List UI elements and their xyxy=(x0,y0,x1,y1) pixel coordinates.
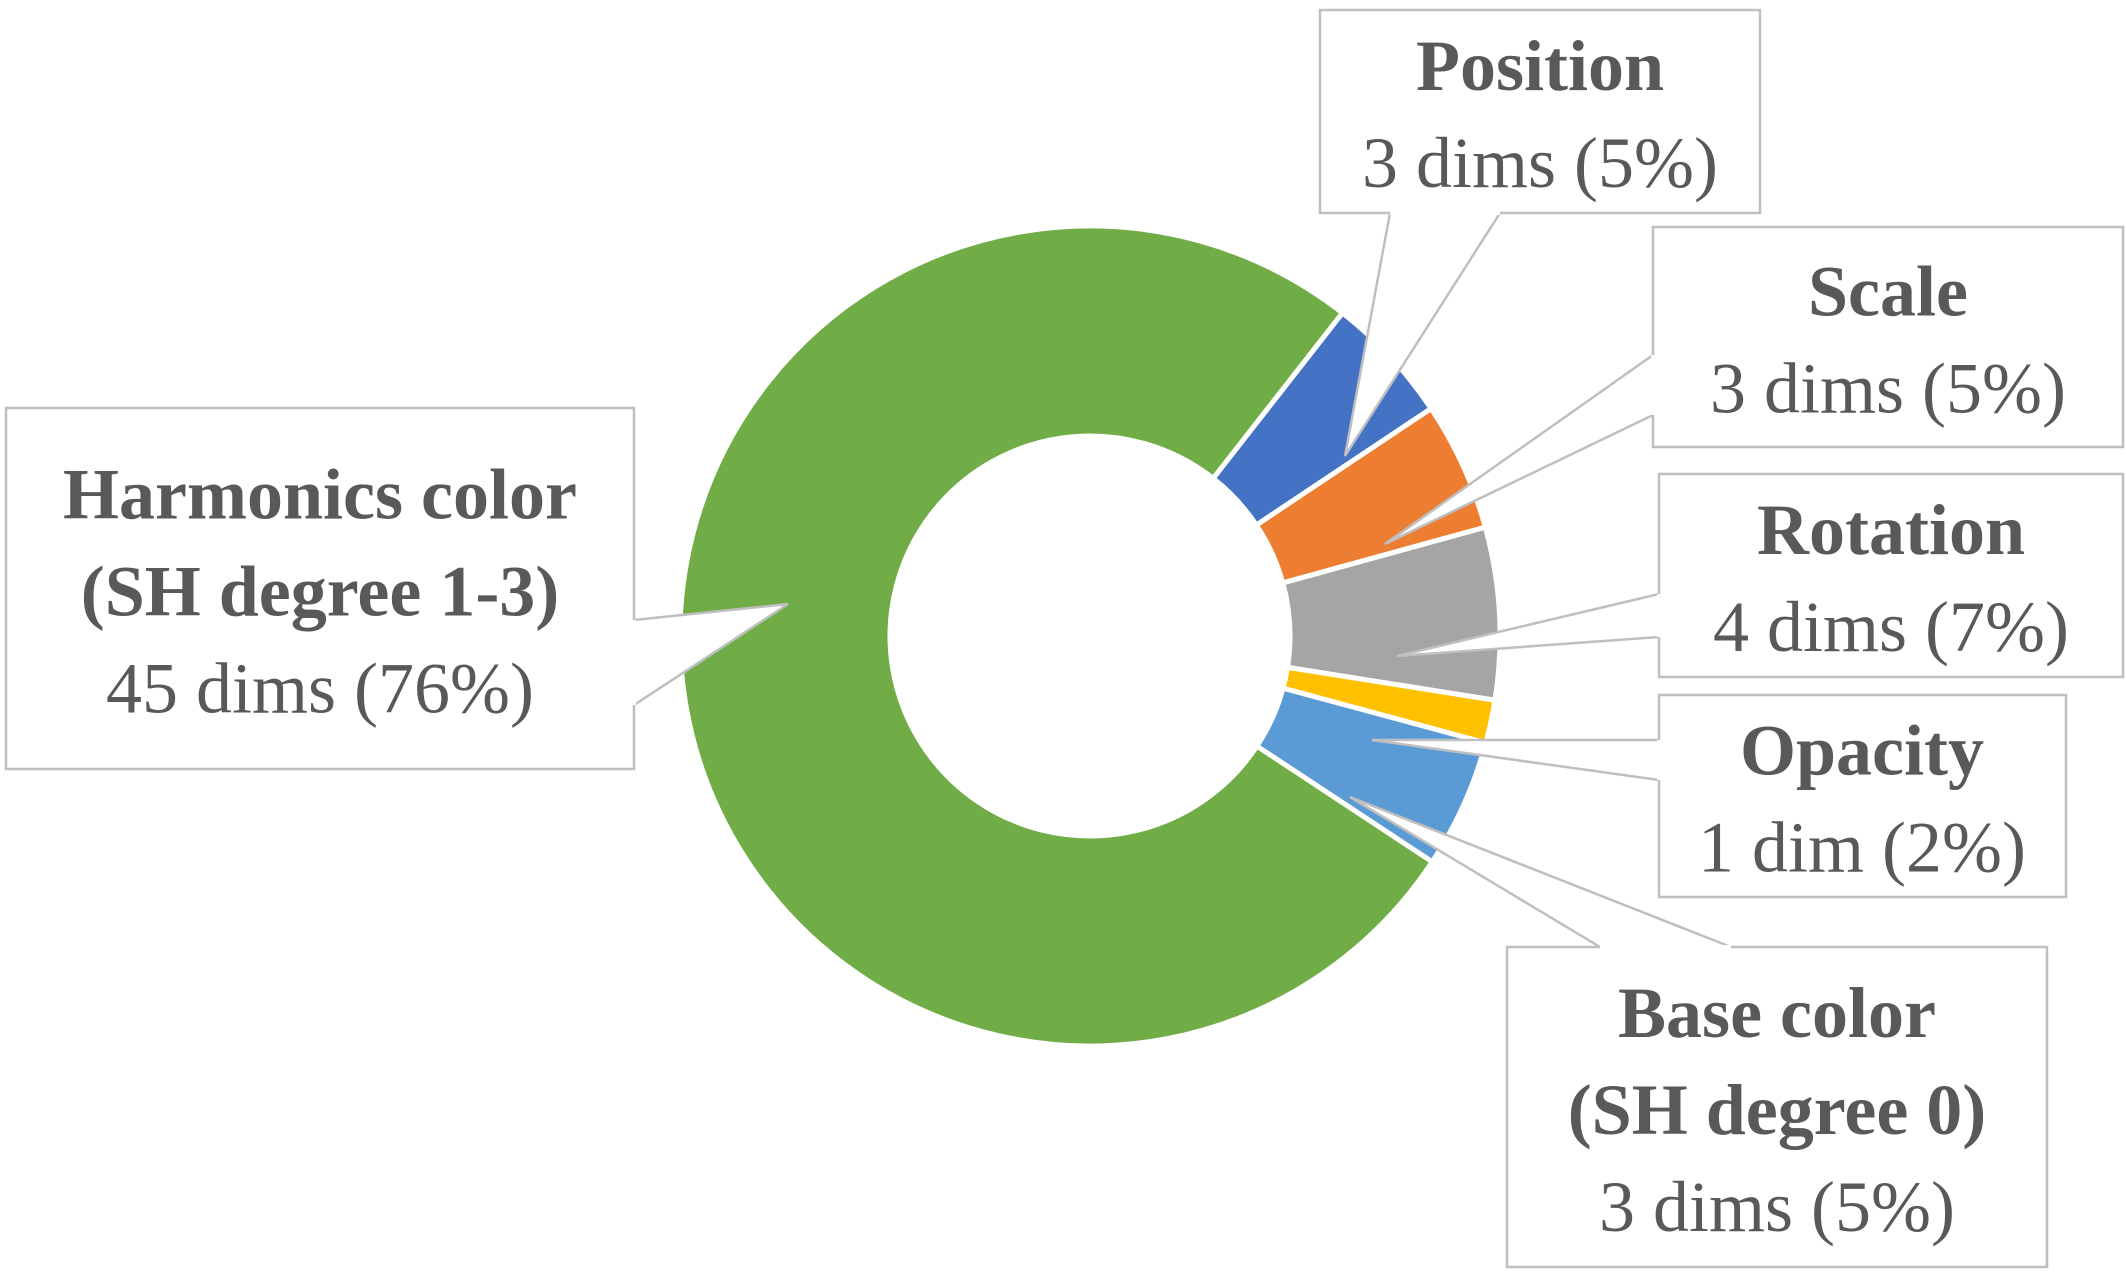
callout-position: Position 3 dims (5%) xyxy=(1318,8,1762,457)
slice-value-scale: 3 dims (5%) xyxy=(1710,349,2066,429)
slice-harmonics-color xyxy=(677,223,1436,1049)
callout-box-opacity xyxy=(1657,693,2068,899)
slice-name-harmonics-color-0: Harmonics color xyxy=(63,455,577,535)
slice-name-base-color-0: Base color xyxy=(1618,973,1936,1053)
callout-rotation: Rotation 4 dims (7%) xyxy=(1396,472,2125,679)
slice-name-rotation-0: Rotation xyxy=(1757,490,2025,570)
slice-name-position-0: Position xyxy=(1416,26,1664,106)
slice-value-base-color: 3 dims (5%) xyxy=(1599,1167,1955,1247)
slice-value-rotation: 4 dims (7%) xyxy=(1713,587,2069,667)
callout-box-position xyxy=(1318,8,1762,215)
callout-opacity: Opacity 1 dim (2%) xyxy=(1371,693,2068,899)
slice-callouts: Position 3 dims (5%) Scale 3 dims (5%) Rotat… xyxy=(4,8,2125,1269)
callout-harmonics-color: Harmonics color (SH degree 1-3) 45 dims (7… xyxy=(4,406,789,771)
callout-box-base-color xyxy=(1505,945,2049,1269)
slice-value-position: 3 dims (5%) xyxy=(1362,123,1718,203)
slice-name-scale-0: Scale xyxy=(1808,252,1968,332)
doughnut-slices xyxy=(677,223,1503,1049)
slice-name-opacity-0: Opacity xyxy=(1740,711,1984,791)
callout-box-scale xyxy=(1651,225,2125,449)
slice-value-harmonics-color: 45 dims (76%) xyxy=(106,649,534,729)
callout-base-color: Base color (SH degree 0) 3 dims (5%) xyxy=(1349,795,2049,1269)
callout-box-harmonics-color xyxy=(4,406,636,771)
slice-value-opacity: 1 dim (2%) xyxy=(1698,808,2026,888)
slice-name-harmonics-color-1: (SH degree 1-3) xyxy=(81,552,560,632)
slice-name-base-color-1: (SH degree 0) xyxy=(1568,1070,1987,1150)
callout-box-rotation xyxy=(1657,472,2125,679)
callout-scale: Scale 3 dims (5%) xyxy=(1384,225,2125,546)
